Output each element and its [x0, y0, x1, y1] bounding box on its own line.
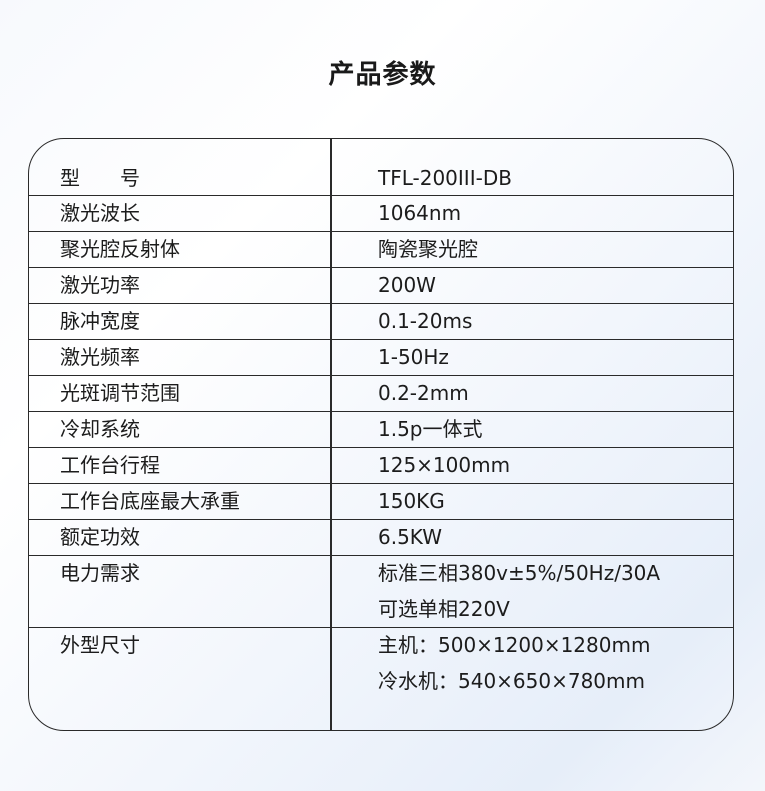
table-row: 外型尺寸 主机：500×1200×1280mm 冷水机：540×650×780mm: [29, 627, 733, 730]
spec-value: 200W: [378, 273, 436, 297]
spec-value: TFL-200III-DB: [378, 166, 512, 190]
spec-value: 125×100mm: [378, 453, 511, 477]
spec-label: 脉冲宽度: [60, 309, 140, 333]
spec-label: 外型尺寸: [60, 633, 140, 657]
page-title: 产品参数: [328, 60, 437, 90]
table-row: 冷却系统 1.5p一体式: [29, 411, 733, 448]
spec-label: 工作台底座最大承重: [60, 489, 240, 513]
table-row: 聚光腔反射体 陶瓷聚光腔: [29, 231, 733, 268]
spec-value: 冷水机：540×650×780mm: [378, 669, 646, 693]
spec-label: 光斑调节范围: [60, 381, 180, 405]
spec-value: 6.5KW: [378, 525, 442, 549]
spec-label: 聚光腔反射体: [60, 237, 180, 261]
column-divider: [330, 139, 332, 730]
table-row: 工作台底座最大承重 150KG: [29, 483, 733, 520]
spec-value: 150KG: [378, 489, 445, 513]
spec-value: 主机：500×1200×1280mm: [378, 633, 651, 657]
table-row: 激光波长 1064nm: [29, 195, 733, 232]
spec-label: 电力需求: [60, 561, 140, 585]
table-row: 型 号 TFL-200III-DB: [29, 139, 733, 196]
spec-label: 冷却系统: [60, 417, 140, 441]
table-row: 额定功效 6.5KW: [29, 519, 733, 556]
spec-table: 型 号 TFL-200III-DB 激光波长 1064nm 聚光腔反射体 陶瓷聚光腔激光功…: [28, 138, 734, 731]
spec-value: 0.1-20ms: [378, 309, 473, 333]
spec-label: 激光功率: [60, 273, 140, 297]
table-row: 激光功率 200W: [29, 267, 733, 304]
spec-value: 0.2-2mm: [378, 381, 469, 405]
spec-label: 额定功效: [60, 525, 140, 549]
spec-label: 激光波长: [60, 201, 140, 225]
spec-value: 陶瓷聚光腔: [378, 237, 478, 261]
table-row: 脉冲宽度 0.1-20ms: [29, 303, 733, 340]
spec-value: 标准三相380v±5%/50Hz/30A: [378, 561, 661, 585]
spec-label: 型 号: [60, 166, 140, 190]
spec-label: 激光频率: [60, 345, 140, 369]
spec-value: 1.5p一体式: [378, 417, 483, 441]
spec-value: 1064nm: [378, 201, 462, 225]
spec-value: 可选单相220V: [378, 597, 510, 621]
spec-label: 工作台行程: [60, 453, 160, 477]
table-row: 电力需求 标准三相380v±5%/50Hz/30A 可选单相220V: [29, 555, 733, 628]
table-row: 激光频率 1-50Hz: [29, 339, 733, 376]
table-row: 工作台行程 125×100mm: [29, 447, 733, 484]
table-row: 光斑调节范围 0.2-2mm: [29, 375, 733, 412]
spec-value: 1-50Hz: [378, 345, 449, 369]
